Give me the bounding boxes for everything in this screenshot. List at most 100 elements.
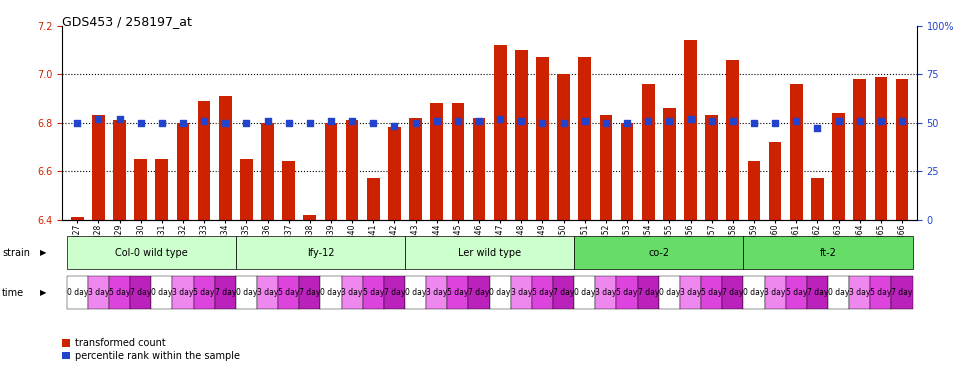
Bar bbox=[663, 108, 676, 220]
Text: 7 day: 7 day bbox=[722, 288, 743, 297]
Bar bbox=[557, 74, 570, 220]
Point bbox=[492, 116, 508, 122]
Point bbox=[176, 120, 191, 126]
Bar bbox=[536, 57, 549, 220]
Point bbox=[598, 120, 613, 126]
Point bbox=[471, 118, 487, 124]
Bar bbox=[790, 84, 803, 220]
Text: 0 day: 0 day bbox=[66, 288, 88, 297]
Text: 5 day: 5 day bbox=[616, 288, 637, 297]
Point bbox=[535, 120, 550, 126]
Point bbox=[450, 118, 466, 124]
Bar bbox=[71, 217, 84, 220]
Bar bbox=[727, 60, 739, 220]
Text: 3 day: 3 day bbox=[172, 288, 194, 297]
Bar bbox=[472, 118, 486, 220]
Legend: transformed count, percentile rank within the sample: transformed count, percentile rank withi… bbox=[62, 338, 240, 361]
Point bbox=[90, 116, 106, 122]
Text: strain: strain bbox=[2, 247, 30, 258]
Text: Col-0 wild type: Col-0 wild type bbox=[115, 247, 187, 258]
Bar bbox=[451, 103, 465, 220]
Point bbox=[218, 120, 233, 126]
Point bbox=[239, 120, 254, 126]
Bar bbox=[853, 79, 866, 220]
Point bbox=[704, 118, 719, 124]
Text: 5 day: 5 day bbox=[193, 288, 215, 297]
Text: time: time bbox=[2, 288, 24, 298]
Text: 7 day: 7 day bbox=[214, 288, 236, 297]
Bar bbox=[875, 76, 887, 220]
Point bbox=[556, 120, 571, 126]
Text: ▶: ▶ bbox=[40, 288, 46, 297]
Point bbox=[155, 120, 170, 126]
Point bbox=[408, 120, 423, 126]
Text: 0 day: 0 day bbox=[828, 288, 850, 297]
Text: 0 day: 0 day bbox=[236, 288, 257, 297]
Text: ft-2: ft-2 bbox=[820, 247, 836, 258]
Bar bbox=[642, 84, 655, 220]
Text: 3 day: 3 day bbox=[87, 288, 109, 297]
Bar bbox=[600, 115, 612, 220]
Text: GDS453 / 258197_at: GDS453 / 258197_at bbox=[62, 15, 192, 28]
Text: 0 day: 0 day bbox=[321, 288, 342, 297]
Point bbox=[429, 118, 444, 124]
Text: 0 day: 0 day bbox=[659, 288, 680, 297]
Point bbox=[69, 120, 84, 126]
Bar bbox=[811, 178, 824, 220]
Bar bbox=[324, 123, 337, 220]
Bar bbox=[346, 120, 358, 220]
Point bbox=[577, 118, 592, 124]
Text: ▶: ▶ bbox=[40, 248, 46, 257]
Point bbox=[260, 118, 276, 124]
Bar bbox=[388, 127, 400, 220]
Point bbox=[852, 118, 868, 124]
Bar bbox=[579, 57, 591, 220]
Text: 5 day: 5 day bbox=[785, 288, 807, 297]
Text: 7 day: 7 day bbox=[300, 288, 321, 297]
Point bbox=[366, 120, 381, 126]
Point bbox=[725, 118, 740, 124]
Text: 3 day: 3 day bbox=[342, 288, 363, 297]
Point bbox=[661, 118, 677, 124]
Point bbox=[788, 118, 804, 124]
Point bbox=[111, 116, 127, 122]
Text: 0 day: 0 day bbox=[743, 288, 765, 297]
Bar bbox=[261, 123, 274, 220]
Text: 7 day: 7 day bbox=[806, 288, 828, 297]
Bar bbox=[493, 45, 507, 220]
Bar bbox=[92, 115, 105, 220]
Text: 5 day: 5 day bbox=[108, 288, 131, 297]
Point bbox=[767, 120, 782, 126]
Text: 7 day: 7 day bbox=[384, 288, 405, 297]
Text: 3 day: 3 day bbox=[680, 288, 701, 297]
Point bbox=[746, 120, 761, 126]
Bar bbox=[240, 159, 252, 220]
Point bbox=[809, 126, 825, 131]
Text: co-2: co-2 bbox=[648, 247, 669, 258]
Text: 5 day: 5 day bbox=[447, 288, 468, 297]
Bar bbox=[303, 215, 316, 220]
Point bbox=[619, 120, 635, 126]
Point bbox=[281, 120, 297, 126]
Point bbox=[830, 118, 846, 124]
Bar bbox=[282, 161, 295, 220]
Text: 3 day: 3 day bbox=[257, 288, 278, 297]
Bar bbox=[896, 79, 908, 220]
Text: 3 day: 3 day bbox=[849, 288, 871, 297]
Point bbox=[387, 124, 402, 130]
Text: 0 day: 0 day bbox=[574, 288, 595, 297]
Text: 3 day: 3 day bbox=[595, 288, 616, 297]
Text: 0 day: 0 day bbox=[151, 288, 173, 297]
Text: 3 day: 3 day bbox=[426, 288, 447, 297]
Bar bbox=[198, 101, 210, 220]
Bar bbox=[706, 115, 718, 220]
Bar bbox=[219, 96, 231, 220]
Text: 7 day: 7 day bbox=[637, 288, 659, 297]
Text: Ler wild type: Ler wild type bbox=[458, 247, 521, 258]
Point bbox=[895, 118, 910, 124]
Text: 0 day: 0 day bbox=[405, 288, 426, 297]
Point bbox=[874, 118, 889, 124]
Bar bbox=[515, 50, 528, 220]
Text: 5 day: 5 day bbox=[532, 288, 553, 297]
Text: 3 day: 3 day bbox=[764, 288, 786, 297]
